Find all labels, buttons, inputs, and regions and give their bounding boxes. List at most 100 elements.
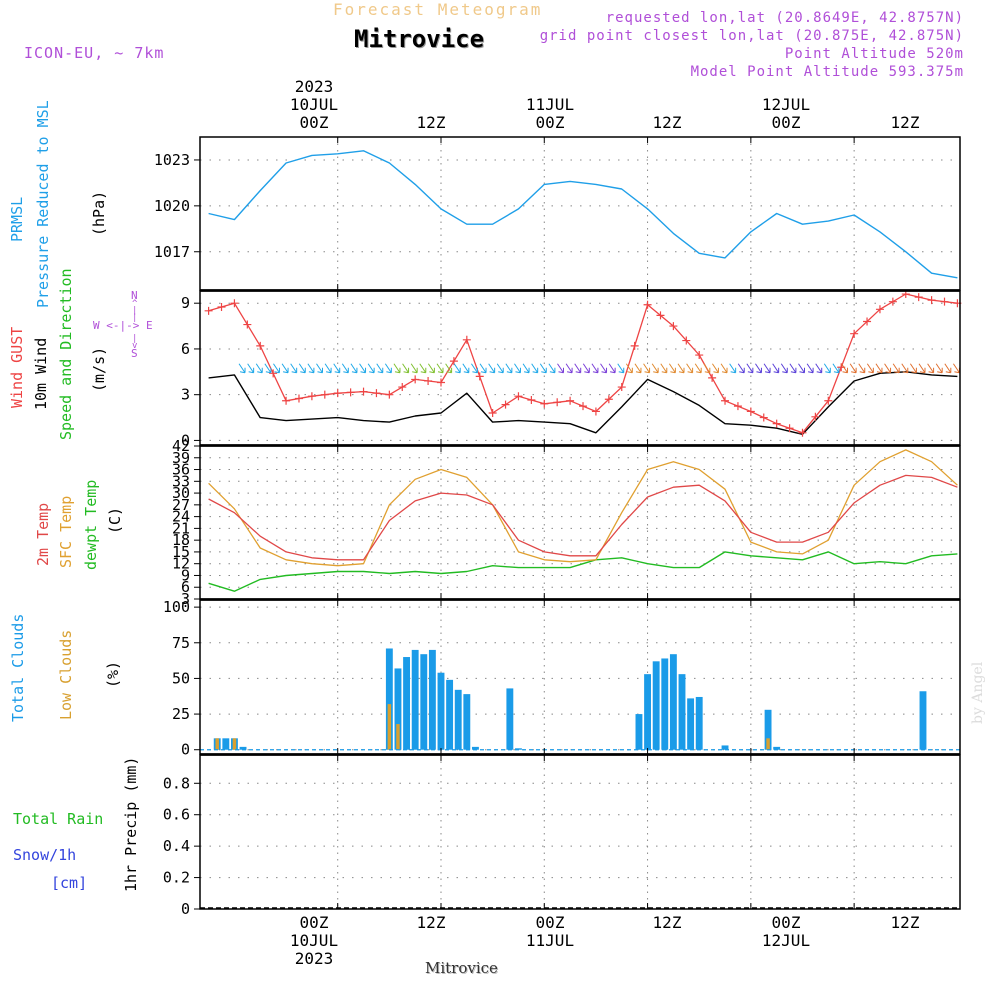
top-tick-12z-1: 12Z bbox=[416, 113, 446, 132]
wind-direction-arrow bbox=[858, 363, 866, 374]
gust-marker bbox=[217, 303, 226, 312]
gust-marker bbox=[669, 322, 678, 331]
wind-direction-arrow bbox=[927, 363, 935, 374]
bottom-year: 2023 bbox=[294, 949, 334, 968]
marks-layer bbox=[204, 290, 962, 437]
gust-marker bbox=[424, 376, 433, 385]
wind-direction-arrow bbox=[953, 363, 960, 374]
wind-direction-arrow bbox=[290, 363, 298, 374]
wind-direction-arrow bbox=[496, 363, 504, 374]
top-date-12jul: 12JUL bbox=[761, 95, 811, 114]
gust-marker bbox=[294, 394, 303, 403]
total-cloud-bar bbox=[919, 691, 927, 750]
wind-direction-arrow bbox=[410, 363, 418, 374]
wind-direction-arrow bbox=[823, 363, 831, 374]
wind-direction-arrow bbox=[393, 363, 401, 374]
y-tick-label: 0.4 bbox=[163, 837, 190, 855]
wind-direction-arrow bbox=[849, 363, 857, 374]
frame-layer bbox=[199, 136, 961, 910]
gust-marker bbox=[411, 375, 420, 384]
wind-direction-arrow bbox=[376, 363, 384, 374]
y-tick-label: 6 bbox=[181, 340, 190, 358]
total-cloud-bar bbox=[420, 654, 428, 750]
top-tick-12z-2: 12Z bbox=[652, 113, 682, 132]
y-tick-label: 0 bbox=[181, 431, 190, 449]
gust-marker bbox=[591, 407, 600, 416]
total-cloud-bar bbox=[764, 709, 772, 750]
wind-direction-arrow bbox=[617, 363, 625, 374]
gust-marker bbox=[566, 396, 575, 405]
wind-speed-line bbox=[208, 371, 958, 435]
model-label: ICON-EU, ~ 7km bbox=[24, 44, 165, 62]
wind-direction-arrow bbox=[600, 363, 608, 374]
y-tick-label: 36 bbox=[172, 461, 190, 479]
total-cloud-bar bbox=[385, 648, 393, 750]
wind-direction-arrow bbox=[909, 363, 917, 374]
gust-marker bbox=[553, 398, 562, 407]
gust-marker bbox=[333, 389, 342, 398]
wind-direction-arrow bbox=[806, 363, 814, 374]
gust-marker bbox=[759, 413, 768, 422]
wind-direction-arrow bbox=[918, 363, 926, 374]
gust-marker bbox=[811, 412, 820, 421]
wind-direction-arrow bbox=[625, 363, 633, 374]
wind-direction-arrow bbox=[436, 363, 444, 374]
gust-marker bbox=[475, 372, 484, 381]
y-tick-label: 12 bbox=[172, 555, 190, 573]
low-cloud-bar bbox=[215, 738, 219, 750]
bottom-date-10jul: 10JUL bbox=[289, 931, 339, 950]
gust-marker bbox=[863, 317, 872, 326]
wind-direction-arrow bbox=[238, 363, 246, 374]
wind-direction-arrow bbox=[720, 363, 728, 374]
wind-gust-line bbox=[208, 293, 958, 434]
gust-marker bbox=[579, 402, 588, 411]
total-cloud-bar bbox=[721, 745, 729, 750]
y-tick-label: 1017 bbox=[154, 243, 190, 261]
bottom-tick-12z-1: 12Z bbox=[416, 913, 446, 932]
wind-direction-arrow bbox=[445, 363, 453, 374]
wind-direction-arrow bbox=[591, 363, 599, 374]
wind-direction-arrow bbox=[402, 363, 410, 374]
y-tick-label: 0 bbox=[181, 741, 190, 759]
wind-direction-arrow bbox=[651, 363, 659, 374]
total-cloud-bar bbox=[394, 668, 402, 750]
wind-direction-arrow bbox=[660, 363, 668, 374]
total-cloud-bar bbox=[506, 688, 514, 750]
y-tick-label: 50 bbox=[172, 669, 190, 687]
wind-direction-arrow bbox=[841, 363, 849, 374]
wind-direction-arrow bbox=[316, 363, 323, 374]
y-tick-label: 39 bbox=[172, 449, 190, 467]
gust-marker bbox=[320, 390, 329, 399]
total-cloud-bar bbox=[239, 746, 247, 750]
top-tick-00z-2: 00Z bbox=[535, 113, 565, 132]
y-tick-label: 42 bbox=[172, 437, 190, 455]
bottom-date-12jul: 12JUL bbox=[761, 931, 811, 950]
y-tick-label: 100 bbox=[163, 598, 190, 616]
wind-direction-arrow bbox=[729, 363, 737, 374]
y-tick-label: 24 bbox=[172, 508, 190, 526]
gust-marker bbox=[256, 341, 265, 350]
total-cloud-bar bbox=[471, 746, 479, 750]
gust-marker bbox=[746, 407, 755, 416]
wind-direction-arrow bbox=[798, 363, 805, 374]
wind-direction-arrow bbox=[359, 363, 367, 374]
wind-direction-arrow bbox=[273, 363, 280, 374]
wind-direction-arrow bbox=[264, 363, 272, 374]
wind-direction-arrow bbox=[668, 363, 676, 374]
gust-marker bbox=[604, 395, 613, 404]
wind-direction-arrow bbox=[367, 363, 375, 374]
wind-direction-arrow bbox=[703, 363, 711, 374]
wind-direction-arrow bbox=[324, 363, 332, 374]
panel-frame bbox=[199, 599, 961, 755]
gust-marker bbox=[643, 300, 652, 309]
gust-marker bbox=[527, 396, 536, 405]
wind-direction-arrow bbox=[479, 363, 487, 374]
top-tick-00z-1: 00Z bbox=[299, 113, 329, 132]
total-cloud-bar bbox=[454, 689, 462, 750]
bottom-tick-00z-2: 00Z bbox=[535, 913, 565, 932]
wind-direction-arrow bbox=[746, 363, 754, 374]
wind-direction-arrow bbox=[892, 363, 900, 374]
compass-we: W <-|-> E bbox=[93, 319, 153, 332]
gust-marker bbox=[927, 296, 936, 305]
top-tick-00z-3: 00Z bbox=[771, 113, 801, 132]
